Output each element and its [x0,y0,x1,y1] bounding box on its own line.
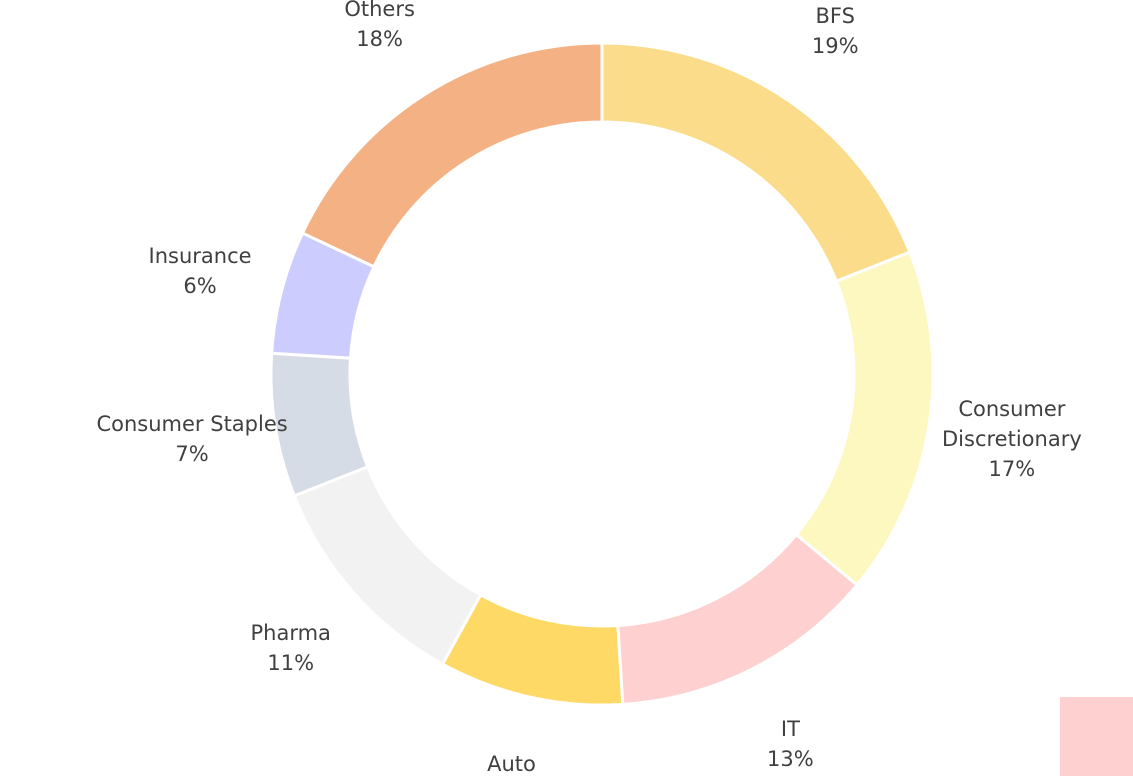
slice-label: IT 13% [767,714,814,774]
slice-label: Insurance 6% [149,241,252,301]
category-label: Others [344,0,415,21]
value-label: 6% [183,273,217,298]
category-label: IT [780,716,800,741]
value-label: 17% [988,456,1036,481]
legend-swatch [1060,697,1133,776]
category-label: Pharma [250,621,331,646]
value-label: 19% [811,33,859,58]
slice-label: Consumer Staples 7% [96,409,287,469]
donut-slice [300,41,604,269]
category-label: Insurance [148,243,252,268]
value-label: 7% [175,441,209,466]
slice-label: Auto9% [487,749,536,776]
slice-label: BFS 19% [812,1,859,61]
value-label: 18% [356,26,403,51]
category-label: Auto [487,752,536,776]
donut-slice [616,532,860,706]
donut-slice [600,41,912,284]
slice-label: Consumer Discretionary 17% [912,394,1112,484]
slice-label: Pharma 11% [250,618,330,678]
category-label: BFS [815,3,855,28]
value-label: 11% [267,651,315,676]
value-label: 13% [767,746,814,771]
category-label: Consumer Staples [96,411,288,436]
slice-label: Others 18% [344,0,415,54]
category-label: Consumer Discretionary [942,396,1082,451]
